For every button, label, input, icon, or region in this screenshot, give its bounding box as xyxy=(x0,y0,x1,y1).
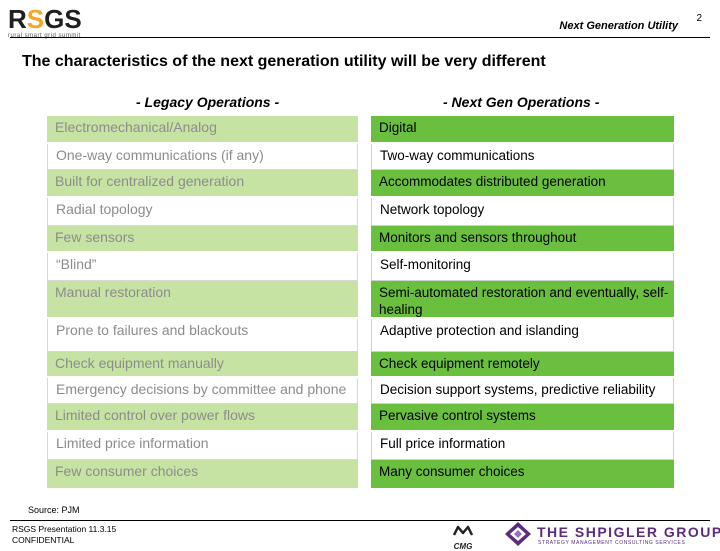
cmg-logo-text: CMG xyxy=(453,542,473,551)
next-gen-heading: - Next Gen Operations - xyxy=(443,94,600,110)
page-number: 2 xyxy=(696,13,702,24)
cmg-emblem-icon xyxy=(452,525,474,536)
slide-title: The characteristics of the next generati… xyxy=(22,53,546,70)
legacy-row: Electromechanical/Analog xyxy=(47,116,358,144)
next-gen-row: Digital xyxy=(371,116,674,144)
next-gen-row: Network topology xyxy=(371,198,674,226)
legacy-heading: - Legacy Operations - xyxy=(136,94,280,110)
legacy-row: Limited price information xyxy=(47,432,358,460)
legacy-row: Built for centralized generation xyxy=(47,170,358,198)
next-gen-row: Check equipment remotely xyxy=(371,352,674,378)
legacy-row: “Blind” xyxy=(47,253,358,281)
footer-confidential: CONFIDENTIAL xyxy=(12,535,75,545)
next-gen-row: Semi-automated restoration and eventuall… xyxy=(371,281,674,319)
header-divider xyxy=(10,37,710,38)
legacy-row: Few consumer choices xyxy=(47,460,358,490)
source-note: Source: PJM xyxy=(28,505,80,515)
legacy-row: Manual restoration xyxy=(47,281,358,319)
next-gen-row: Many consumer choices xyxy=(371,460,674,490)
legacy-row: Check equipment manually xyxy=(47,352,358,378)
next-gen-row: Pervasive control systems xyxy=(371,404,674,432)
next-gen-row: Accommodates distributed generation xyxy=(371,170,674,198)
legacy-row: Emergency decisions by committee and pho… xyxy=(47,378,358,404)
rsgs-logo-text: RSGS xyxy=(8,4,82,34)
legacy-row: Few sensors xyxy=(47,226,358,253)
shpigler-name: THE SHPIGLER GROUP xyxy=(537,524,720,540)
legacy-row: Limited control over power flows xyxy=(47,404,358,432)
next-gen-row: Monitors and sensors throughout xyxy=(371,226,674,253)
legacy-table: Electromechanical/Analog One-way communi… xyxy=(47,116,358,490)
next-gen-row: Two-way communications xyxy=(371,144,674,170)
next-gen-row: Full price information xyxy=(371,432,674,460)
cmg-logo: CMG xyxy=(449,524,477,551)
next-gen-row: Self-monitoring xyxy=(371,253,674,281)
rsgs-logo-tagline: rural smart grid summit xyxy=(8,33,81,39)
next-gen-row: Decision support systems, predictive rel… xyxy=(371,378,674,404)
legacy-row: Prone to failures and blackouts xyxy=(47,319,358,352)
footer-divider xyxy=(10,520,710,521)
footer-text: RSGS Presentation 11.3.15 CONFIDENTIAL xyxy=(12,524,116,546)
legacy-row: One-way communications (if any) xyxy=(47,144,358,170)
header-title: Next Generation Utility xyxy=(559,20,678,32)
footer-presentation: RSGS Presentation 11.3.15 xyxy=(12,524,117,534)
legacy-row: Radial topology xyxy=(47,198,358,226)
shpigler-logo-icon xyxy=(505,522,531,546)
next-gen-row: Adaptive protection and islanding xyxy=(371,319,674,352)
rsgs-logo: RSGS rural smart grid summit xyxy=(8,6,82,39)
next-gen-table: Digital Two-way communications Accommoda… xyxy=(371,116,674,490)
shpigler-tagline: STRATEGY MANAGEMENT CONSULTING SERVICES xyxy=(538,540,686,546)
